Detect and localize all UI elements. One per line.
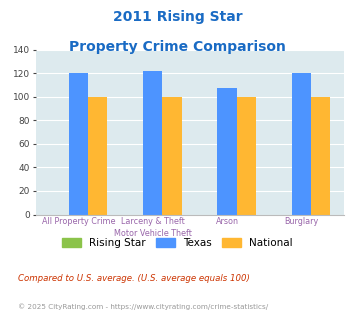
- Legend: Rising Star, Texas, National: Rising Star, Texas, National: [58, 234, 297, 252]
- Text: Property Crime Comparison: Property Crime Comparison: [69, 40, 286, 53]
- Bar: [88, 97, 108, 214]
- Bar: [163, 97, 182, 214]
- Bar: [217, 88, 237, 214]
- Bar: [311, 97, 330, 214]
- Text: © 2025 CityRating.com - https://www.cityrating.com/crime-statistics/: © 2025 CityRating.com - https://www.city…: [18, 304, 268, 310]
- Bar: [69, 73, 88, 215]
- Bar: [143, 71, 163, 215]
- Text: Compared to U.S. average. (U.S. average equals 100): Compared to U.S. average. (U.S. average …: [18, 274, 250, 283]
- Text: 2011 Rising Star: 2011 Rising Star: [113, 10, 242, 24]
- Bar: [292, 73, 311, 215]
- Bar: [237, 97, 256, 214]
